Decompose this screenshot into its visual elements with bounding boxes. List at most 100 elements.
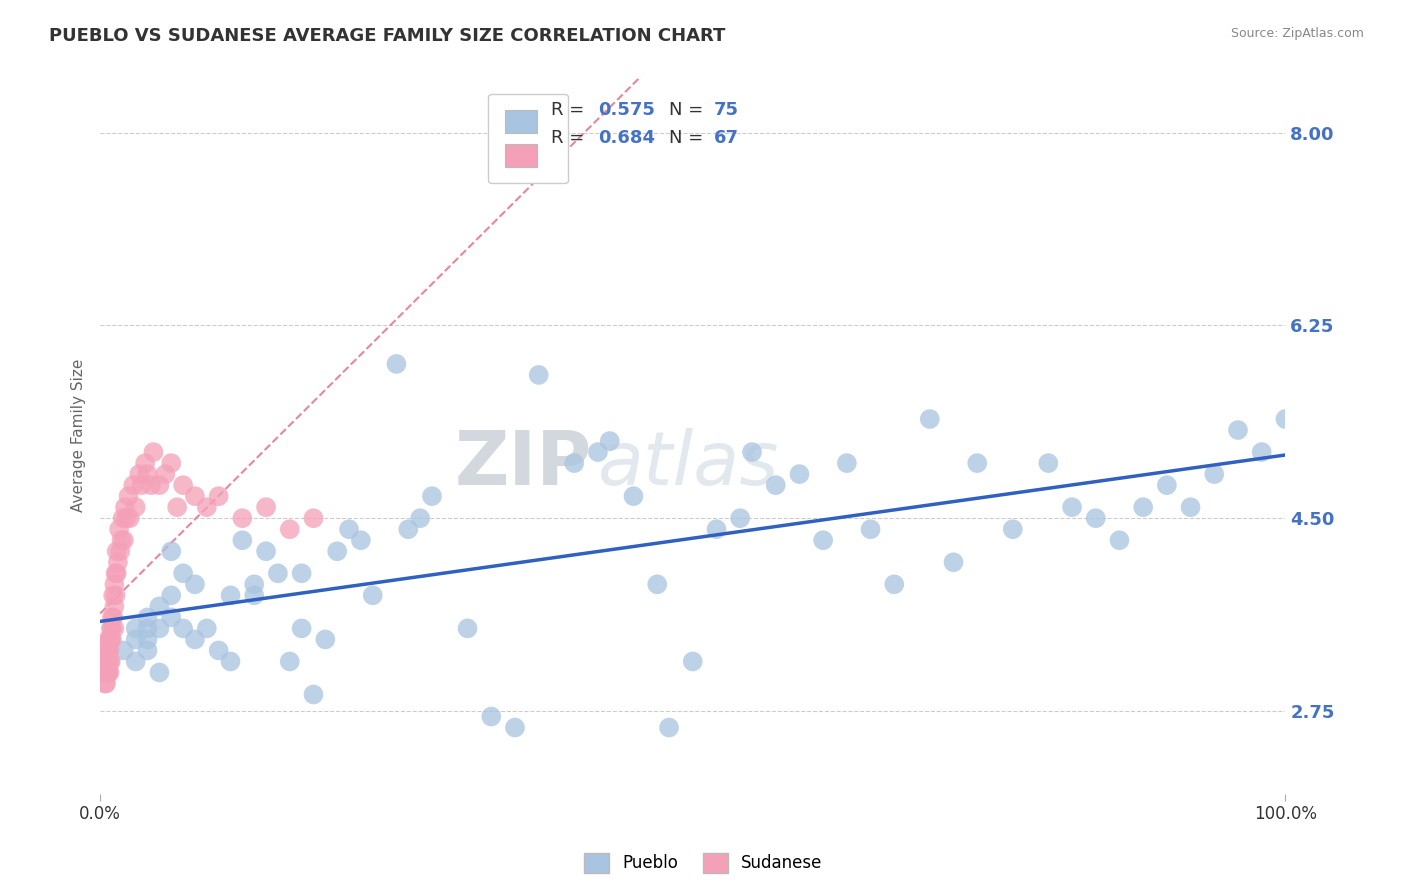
Point — [184, 632, 207, 647]
Point — [98, 665, 121, 680]
Text: Source: ZipAtlas.com: Source: ZipAtlas.com — [1230, 27, 1364, 40]
Point — [136, 632, 159, 647]
Point — [136, 621, 159, 635]
Point — [706, 522, 728, 536]
Point — [1084, 511, 1107, 525]
Point — [811, 533, 834, 548]
Legend: , : , — [488, 94, 568, 184]
Point — [97, 632, 120, 647]
Point — [350, 533, 373, 548]
Point — [155, 467, 177, 482]
Text: 75: 75 — [714, 101, 740, 119]
Point — [291, 621, 314, 635]
Point — [195, 500, 218, 515]
Point — [93, 665, 115, 680]
Text: N =: N = — [669, 129, 709, 147]
Point — [172, 478, 194, 492]
Point — [101, 610, 124, 624]
Point — [94, 655, 117, 669]
Text: R =: R = — [551, 129, 589, 147]
Point — [658, 721, 681, 735]
Point — [93, 643, 115, 657]
Point — [682, 655, 704, 669]
Point — [420, 489, 443, 503]
Point — [254, 544, 277, 558]
Point — [645, 577, 668, 591]
Point — [278, 522, 301, 536]
Point — [91, 655, 114, 669]
Point — [97, 665, 120, 680]
Point — [125, 621, 148, 635]
Point — [105, 544, 128, 558]
Point — [108, 522, 131, 536]
Point — [1132, 500, 1154, 515]
Point — [219, 655, 242, 669]
Point — [125, 655, 148, 669]
Point — [96, 665, 118, 680]
Point — [136, 643, 159, 657]
Point — [94, 676, 117, 690]
Text: atlas: atlas — [598, 428, 779, 500]
Point — [208, 643, 231, 657]
Point — [125, 500, 148, 515]
Point — [195, 621, 218, 635]
Point — [1227, 423, 1250, 437]
Point — [104, 566, 127, 581]
Point — [859, 522, 882, 536]
Point — [184, 577, 207, 591]
Point — [728, 511, 751, 525]
Point — [103, 621, 125, 635]
Text: PUEBLO VS SUDANESE AVERAGE FAMILY SIZE CORRELATION CHART: PUEBLO VS SUDANESE AVERAGE FAMILY SIZE C… — [49, 27, 725, 45]
Text: ZIP: ZIP — [454, 427, 592, 500]
Point — [112, 643, 135, 657]
Point — [148, 621, 170, 635]
Legend: Pueblo, Sudanese: Pueblo, Sudanese — [576, 847, 830, 880]
Point — [100, 632, 122, 647]
Point — [117, 489, 139, 503]
Point — [1001, 522, 1024, 536]
Point — [115, 511, 138, 525]
Point — [110, 533, 132, 548]
Point — [479, 709, 502, 723]
Point — [278, 655, 301, 669]
Point — [1274, 412, 1296, 426]
Point — [112, 533, 135, 548]
Point — [103, 577, 125, 591]
Point — [1038, 456, 1060, 470]
Point — [100, 621, 122, 635]
Point — [184, 489, 207, 503]
Point — [562, 456, 585, 470]
Point — [98, 632, 121, 647]
Point — [503, 721, 526, 735]
Point — [136, 610, 159, 624]
Point — [101, 610, 124, 624]
Point — [231, 533, 253, 548]
Point — [208, 489, 231, 503]
Point — [111, 511, 134, 525]
Point — [142, 445, 165, 459]
Point — [110, 544, 132, 558]
Text: R =: R = — [551, 101, 589, 119]
Point — [243, 577, 266, 591]
Point — [1204, 467, 1226, 482]
Point — [883, 577, 905, 591]
Text: N =: N = — [669, 101, 709, 119]
Point — [267, 566, 290, 581]
Point — [1250, 445, 1272, 459]
Point — [385, 357, 408, 371]
Point — [94, 676, 117, 690]
Point — [94, 665, 117, 680]
Point — [134, 456, 156, 470]
Point — [172, 621, 194, 635]
Point — [1108, 533, 1130, 548]
Point — [96, 665, 118, 680]
Text: 67: 67 — [714, 129, 740, 147]
Point — [100, 655, 122, 669]
Point — [98, 655, 121, 669]
Point — [172, 566, 194, 581]
Point — [623, 489, 645, 503]
Point — [361, 588, 384, 602]
Point — [118, 511, 141, 525]
Point — [291, 566, 314, 581]
Point — [97, 655, 120, 669]
